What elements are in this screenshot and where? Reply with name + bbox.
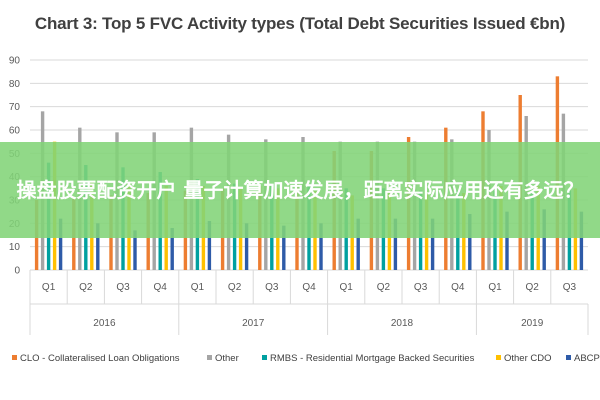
y-tick-label: 70 <box>9 102 21 113</box>
bar <box>133 230 137 270</box>
bar <box>430 218 435 270</box>
bar <box>505 211 509 270</box>
overlay-banner[interactable]: 操盘股票配资开户 量子计算加速发展，距离实际应用还有多远？ <box>0 142 600 238</box>
x-tick-label: Q1 <box>340 282 354 293</box>
legend-label: Other CDO <box>504 353 552 364</box>
x-tick-label: Q2 <box>526 282 540 293</box>
x-group-label: 2017 <box>242 318 265 329</box>
legend: CLO - Collateralised Loan Obligations Oth… <box>12 353 600 364</box>
bar <box>244 223 249 270</box>
x-axis: Q1 Q2 Q3 Q4 Q1 Q2 Q3 Q4 Q1 Q2 Q3 Q4 Q1 Q2 Q3 2016 2017 20… <box>29 270 589 335</box>
x-tick-label: Q3 <box>116 282 130 293</box>
bar <box>393 218 398 270</box>
y-tick-label: 80 <box>9 79 21 90</box>
bar <box>170 228 174 270</box>
y-tick-label: 0 <box>14 266 20 277</box>
x-tick-label: Q3 <box>414 282 428 293</box>
x-tick-label: Q3 <box>563 282 577 293</box>
bar <box>207 221 212 270</box>
x-group-label: 2016 <box>93 318 116 329</box>
bar <box>58 218 63 270</box>
legend-swatch <box>566 355 571 360</box>
x-tick-label: Q1 <box>488 282 502 293</box>
bar <box>542 209 546 270</box>
bar <box>96 223 100 270</box>
y-tick-label: 10 <box>9 242 21 253</box>
x-tick-label: Q4 <box>302 282 316 293</box>
bar <box>468 214 472 270</box>
y-tick-label: 60 <box>9 126 21 137</box>
x-group-label: 2019 <box>521 318 544 329</box>
bar <box>282 225 286 270</box>
legend-swatch <box>262 355 267 360</box>
x-tick-label: Q3 <box>265 282 279 293</box>
x-tick-label: Q4 <box>154 282 168 293</box>
legend-label: RMBS - Residential Mortgage Backed Secur… <box>270 353 475 364</box>
legend-label: ABCP <box>574 353 600 364</box>
bar <box>579 211 584 270</box>
legend-swatch <box>207 355 212 360</box>
legend-label: CLO - Collateralised Loan Obligations <box>20 353 180 364</box>
x-tick-label: Q4 <box>451 282 465 293</box>
x-tick-label: Q1 <box>191 282 205 293</box>
chart-title: Chart 3: Top 5 FVC Activity types (Total… <box>34 14 566 33</box>
legend-label: Other <box>215 353 239 364</box>
overlay-text[interactable]: 操盘股票配资开户 量子计算加速发展，距离实际应用还有多远？ <box>16 178 584 202</box>
x-tick-label: Q2 <box>228 282 242 293</box>
legend-swatch <box>12 355 17 360</box>
legend-swatch <box>496 355 501 360</box>
x-tick-label: Q2 <box>79 282 93 293</box>
y-tick-label: 90 <box>9 56 21 67</box>
bar <box>319 223 323 270</box>
x-group-label: 2018 <box>391 318 414 329</box>
bar <box>356 218 360 270</box>
x-tick-label: Q2 <box>377 282 391 293</box>
x-tick-label: Q1 <box>42 282 56 293</box>
